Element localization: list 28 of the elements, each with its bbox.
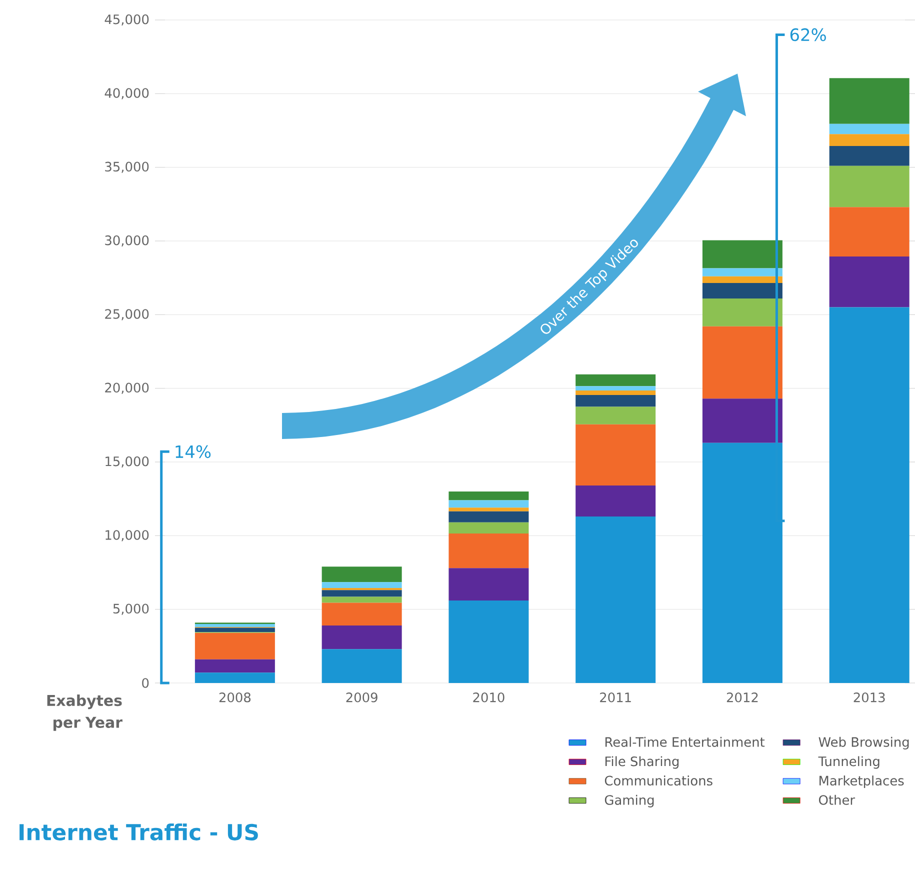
y-tick-label: 30,000 xyxy=(105,235,149,247)
x-tick-label: 2012 xyxy=(726,692,758,702)
x-tick-label: 2013 xyxy=(854,692,885,702)
y-axis-title: Exabytes per Year xyxy=(47,694,122,731)
y-tick-label: 5,000 xyxy=(113,604,149,615)
x-tick-label: 2010 xyxy=(473,692,504,702)
y-tick-label: 40,000 xyxy=(104,88,149,100)
y-tick-label: 45,000 xyxy=(104,14,149,26)
y-tick-label: 35,000 xyxy=(105,162,149,173)
annotation: 14% xyxy=(176,445,211,458)
legend-label: Marketplaces xyxy=(820,776,904,788)
legend-label: Gaming xyxy=(604,794,654,808)
legend-label: Web Browsing xyxy=(818,736,909,750)
legend-label: Tunneling xyxy=(818,756,880,769)
text: Internet Traffic - US xyxy=(20,824,258,840)
legend-label: Other xyxy=(818,794,856,805)
x-tick-label: 2011 xyxy=(600,692,631,702)
annotation: 62% xyxy=(790,28,826,42)
y-tick-label: 15,000 xyxy=(106,456,149,468)
y-tick-label: 0 xyxy=(142,678,149,688)
x-tick-label: 2009 xyxy=(346,692,378,702)
x-tick-label: 2008 xyxy=(219,692,251,702)
legend-label: File Sharing xyxy=(605,756,679,769)
y-tick-label: 10,000 xyxy=(106,530,149,542)
legend-label: Communications xyxy=(604,776,712,786)
y-tick-label: 25,000 xyxy=(105,309,149,320)
y-tick-label: 20,000 xyxy=(105,382,149,394)
legend-label: Real-Time Entertainment xyxy=(605,736,765,747)
